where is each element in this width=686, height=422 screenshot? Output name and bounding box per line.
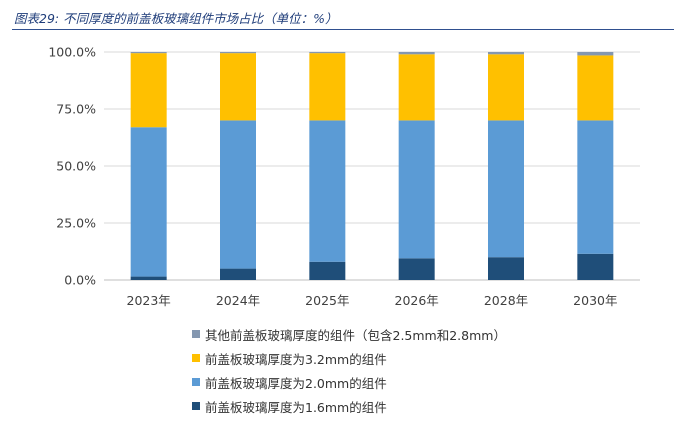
bar-segment (577, 253, 614, 280)
legend-item: 前盖板玻璃厚度为1.6mm的组件 (192, 394, 506, 418)
bar-segment (398, 258, 435, 280)
x-tick-label: 2025年 (305, 293, 349, 308)
legend-label: 前盖板玻璃厚度为1.6mm的组件 (205, 399, 387, 415)
figure-title: 图表29: 不同厚度的前盖板玻璃组件市场占比（单位：%） (14, 11, 338, 26)
bar-segment (220, 52, 256, 54)
bar-segment (488, 54, 524, 121)
bar-segment (398, 120, 435, 259)
x-tick-label: 2030年 (573, 293, 617, 308)
bar-segment (398, 52, 435, 55)
legend-item: 其他前盖板玻璃厚度的组件（包含2.5mm和2.8mm） (192, 322, 506, 346)
legend-item: 前盖板玻璃厚度为3.2mm的组件 (192, 346, 506, 370)
bar-segment (309, 52, 346, 54)
legend-swatch (192, 402, 200, 410)
legend-swatch (192, 378, 200, 386)
bar-segment (577, 52, 614, 56)
bar-segment (577, 120, 614, 254)
bar-segment (220, 268, 256, 280)
legend-swatch (192, 330, 200, 338)
legend-label: 前盖板玻璃厚度为3.2mm的组件 (205, 351, 387, 367)
x-tick-label: 2024年 (216, 293, 260, 308)
bar-segment (309, 120, 346, 262)
x-tick-label: 2026年 (395, 293, 439, 308)
bar-segment (577, 55, 614, 121)
bar-segment (309, 261, 346, 280)
x-tick-label: 2023年 (127, 293, 171, 308)
bar-segment (130, 127, 167, 277)
bar-segment (220, 53, 256, 121)
bar-segment (398, 54, 435, 121)
legend-swatch (192, 354, 200, 362)
title-divider (12, 29, 674, 30)
legend-item: 前盖板玻璃厚度为2.0mm的组件 (192, 370, 506, 394)
x-tick-label: 2028年 (484, 293, 528, 308)
y-tick-label: 50.0% (56, 159, 96, 174)
stacked-bar-chart: 0.0% 25.0% 50.0% 75.0% 100.0% 2023年 2024年 2025年… (48, 45, 640, 308)
bar-segment (488, 52, 524, 55)
legend-label: 其他前盖板玻璃厚度的组件（包含2.5mm和2.8mm） (205, 327, 506, 343)
bar-segment (309, 53, 346, 121)
y-tick-label: 75.0% (56, 102, 96, 117)
bar-segment (130, 276, 167, 280)
chart-legend: 其他前盖板玻璃厚度的组件（包含2.5mm和2.8mm） 前盖板玻璃厚度为3.2mm… (192, 322, 506, 418)
bar-segment (130, 52, 167, 54)
y-tick-label: 100.0% (48, 45, 96, 60)
bar-segment (488, 257, 524, 280)
bar-segment (130, 53, 167, 128)
legend-label: 前盖板玻璃厚度为2.0mm的组件 (205, 375, 387, 391)
bar-segment (220, 120, 256, 269)
y-tick-label: 0.0% (64, 273, 96, 288)
y-tick-label: 25.0% (56, 216, 96, 231)
bar-segment (488, 120, 524, 258)
